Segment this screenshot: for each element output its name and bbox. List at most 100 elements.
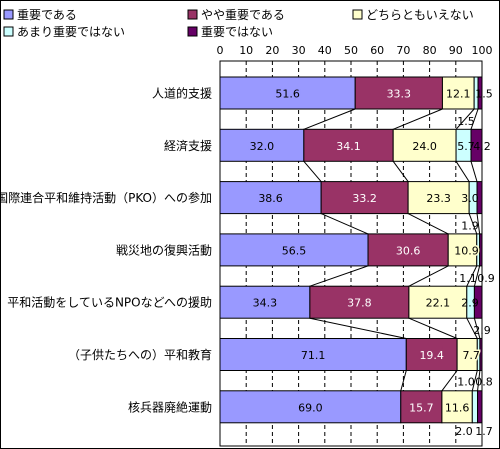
- data-label: 1.9: [461, 220, 479, 233]
- data-label: 0.8: [475, 376, 493, 389]
- data-label: 34.1: [336, 140, 361, 153]
- legend-swatch: [3, 9, 14, 20]
- series-line: [477, 370, 481, 391]
- x-tick-label: 40: [318, 44, 332, 57]
- category-label: 経済支援: [164, 138, 212, 153]
- series-line: [470, 108, 479, 130]
- data-label: 11.6: [445, 401, 470, 414]
- category-label: （子供たちへの）平和教育: [68, 347, 212, 362]
- series-lines: [303, 108, 481, 392]
- data-label: 1.0: [457, 376, 475, 389]
- bar-segment: [367, 233, 449, 267]
- bar-segment: [447, 233, 478, 267]
- x-tick-label: 50: [344, 44, 358, 57]
- bar-segment: [471, 390, 479, 424]
- data-label: 7.7: [462, 349, 480, 362]
- series-line: [309, 317, 407, 339]
- series-line: [470, 161, 478, 182]
- category-label: 核兵器廃絶運動: [128, 399, 212, 414]
- bar-segment: [219, 285, 311, 319]
- legend-label: 重要である: [17, 8, 77, 22]
- bar-segment: [303, 128, 394, 162]
- category-label: 戦災地の復興活動: [116, 242, 212, 257]
- data-label: 19.4: [419, 349, 444, 362]
- bars: [219, 76, 483, 424]
- data-label: 1.1: [459, 272, 477, 285]
- bar-segment: [320, 181, 409, 215]
- data-label: 1.5: [457, 115, 475, 128]
- data-labels: 51.6 33.3 12.1 1.51.532.0 34.1 24.0 5.74.238.6…: [248, 86, 495, 438]
- data-label: 5.7: [457, 140, 475, 153]
- series-line: [473, 265, 481, 287]
- bar-segment: [219, 76, 356, 110]
- category-label: 平和活動をしているNPOなどへの援助: [7, 296, 212, 310]
- series-line: [466, 265, 478, 287]
- x-tick-label: 20: [265, 44, 279, 57]
- x-tick-label: 80: [423, 44, 437, 57]
- legend-label: やや重要である: [201, 8, 285, 22]
- data-label: 24.0: [412, 140, 437, 153]
- bar-segment: [441, 76, 475, 110]
- series-line: [400, 370, 407, 391]
- x-tick-label: 10: [239, 44, 253, 57]
- legend-swatch: [3, 26, 14, 37]
- plot-area-frame: [219, 60, 483, 447]
- data-label: 1.7: [475, 425, 493, 438]
- x-tick-label: 90: [449, 44, 463, 57]
- series-line: [441, 370, 458, 392]
- legend-label: どちらともいえない: [366, 8, 474, 22]
- x-axis-ticks: 0 10 20 30 40 50 60 70 80 90 100: [217, 44, 493, 57]
- bar-segment: [407, 181, 470, 215]
- data-label: 71.1: [301, 349, 326, 362]
- series-line: [309, 265, 369, 287]
- legend-swatch: [187, 26, 198, 37]
- data-label: 30.6: [396, 244, 421, 257]
- series-line: [471, 370, 478, 391]
- data-label: 69.0: [298, 401, 323, 414]
- x-tick-label: 0: [217, 44, 224, 57]
- data-label: 33.3: [387, 88, 412, 101]
- x-tick-label: 60: [370, 44, 384, 57]
- data-label: 32.0: [250, 140, 275, 153]
- series-line: [473, 318, 481, 339]
- series-line: [408, 317, 458, 339]
- series-line: [407, 213, 449, 235]
- data-label: 1.5: [475, 88, 493, 101]
- data-label: 38.6: [258, 192, 283, 205]
- data-label: 33.2: [352, 192, 377, 205]
- data-label: 56.5: [282, 244, 307, 257]
- bar-segment: [219, 338, 407, 371]
- legend-swatch: [352, 9, 363, 20]
- bar-segment: [354, 76, 443, 110]
- series-line: [468, 213, 478, 235]
- series-line: [392, 108, 443, 130]
- data-label: 51.6: [275, 88, 300, 101]
- bar-segment: [309, 285, 410, 319]
- legend-label: あまり重要ではない: [17, 25, 125, 39]
- bar-segment: [477, 390, 483, 424]
- category-labels: 人道的支援経済支援国際連合平和維持活動（PKO）への参加戦災地の復興活動平和活動…: [0, 86, 212, 415]
- bar-segment: [219, 128, 305, 162]
- data-label: 22.1: [426, 297, 451, 310]
- bar-segment: [441, 390, 473, 424]
- data-label: 12.1: [446, 88, 471, 101]
- x-tick-label: 30: [292, 44, 306, 57]
- data-label: 34.3: [253, 297, 278, 310]
- series-line: [303, 108, 356, 130]
- series-line: [466, 317, 478, 339]
- data-label: 0.9: [477, 272, 495, 285]
- data-label: 2.0: [455, 425, 473, 438]
- series-line: [455, 108, 475, 130]
- series-line: [303, 160, 322, 182]
- data-label: 3.0: [461, 192, 479, 205]
- series-line: [408, 265, 449, 287]
- data-label: 10.9: [454, 244, 479, 257]
- series-line: [455, 161, 470, 182]
- data-label: 23.3: [426, 192, 451, 205]
- data-label: 15.7: [409, 401, 434, 414]
- series-line: [320, 213, 369, 235]
- bar-segment: [408, 285, 468, 319]
